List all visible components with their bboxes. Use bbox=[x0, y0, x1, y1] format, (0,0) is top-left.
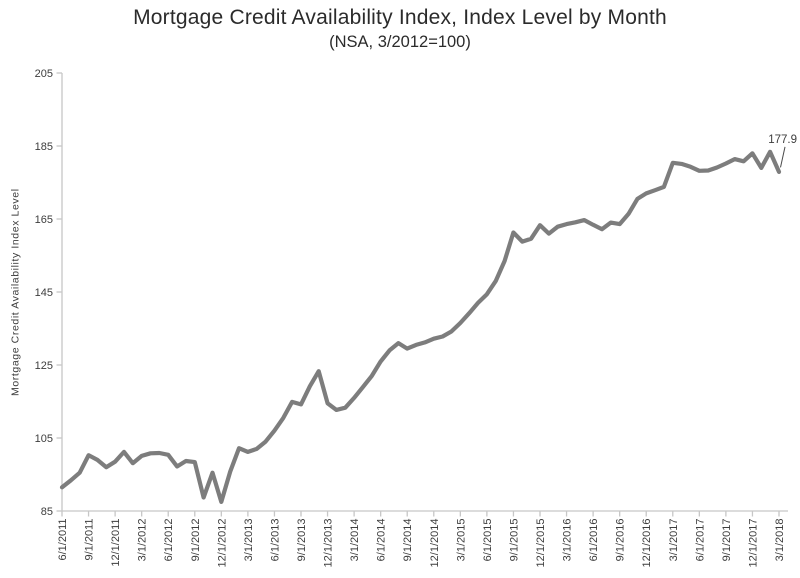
y-tick-label: 125 bbox=[35, 360, 53, 372]
last-value-leader-line bbox=[780, 146, 786, 168]
x-tick-label: 12/1/2017 bbox=[747, 519, 759, 568]
y-tick-label: 145 bbox=[35, 287, 53, 299]
x-tick-label: 3/1/2015 bbox=[455, 519, 467, 562]
chart-subtitle: (NSA, 3/2012=100) bbox=[329, 33, 471, 51]
x-tick-label: 9/1/2015 bbox=[508, 519, 520, 562]
x-tick-label: 6/1/2013 bbox=[269, 519, 281, 562]
x-tick-label: 9/1/2011 bbox=[84, 519, 96, 561]
x-tick-label: 9/1/2013 bbox=[296, 519, 308, 562]
x-tick-label: 3/1/2013 bbox=[243, 519, 255, 562]
chart-title: Mortgage Credit Availability Index, Inde… bbox=[133, 6, 667, 29]
x-tick-label: 3/1/2012 bbox=[137, 519, 149, 562]
mcai-line bbox=[59, 149, 782, 504]
x-tick-label: 6/1/2015 bbox=[482, 519, 494, 562]
y-tick-label: 105 bbox=[35, 433, 53, 445]
x-tick-label: 6/1/2011 bbox=[57, 519, 69, 561]
x-tick-label: 9/1/2014 bbox=[402, 519, 414, 562]
x-tick-label: 12/1/2011 bbox=[110, 519, 122, 567]
x-tick-label: 12/1/2015 bbox=[535, 519, 547, 568]
x-tick-label: 3/1/2017 bbox=[668, 519, 680, 562]
x-tick-label: 6/1/2016 bbox=[588, 519, 600, 562]
y-tick-label: 205 bbox=[35, 68, 53, 80]
y-tick-label: 185 bbox=[35, 141, 53, 153]
y-tick-label: 165 bbox=[35, 214, 53, 226]
x-tick-label: 6/1/2012 bbox=[163, 519, 175, 562]
last-value-label: 177.9 bbox=[768, 134, 797, 146]
x-tick-label: 3/1/2016 bbox=[562, 519, 574, 562]
x-tick-label: 9/1/2017 bbox=[721, 519, 733, 562]
x-tick-label: 12/1/2016 bbox=[641, 519, 653, 568]
x-tick-label: 6/1/2014 bbox=[376, 519, 388, 562]
x-tick-label: 9/1/2016 bbox=[615, 519, 627, 562]
x-tick-label: 12/1/2014 bbox=[429, 519, 441, 568]
x-tick-label: 6/1/2017 bbox=[694, 519, 706, 562]
x-tick-label: 3/1/2014 bbox=[349, 519, 361, 562]
x-tick-label: 9/1/2012 bbox=[190, 519, 202, 562]
x-tick-label: 12/1/2013 bbox=[323, 519, 335, 568]
y-tick-label: 85 bbox=[41, 506, 53, 518]
x-tick-label: 3/1/2018 bbox=[774, 519, 786, 562]
x-tick-label: 12/1/2012 bbox=[216, 519, 228, 568]
